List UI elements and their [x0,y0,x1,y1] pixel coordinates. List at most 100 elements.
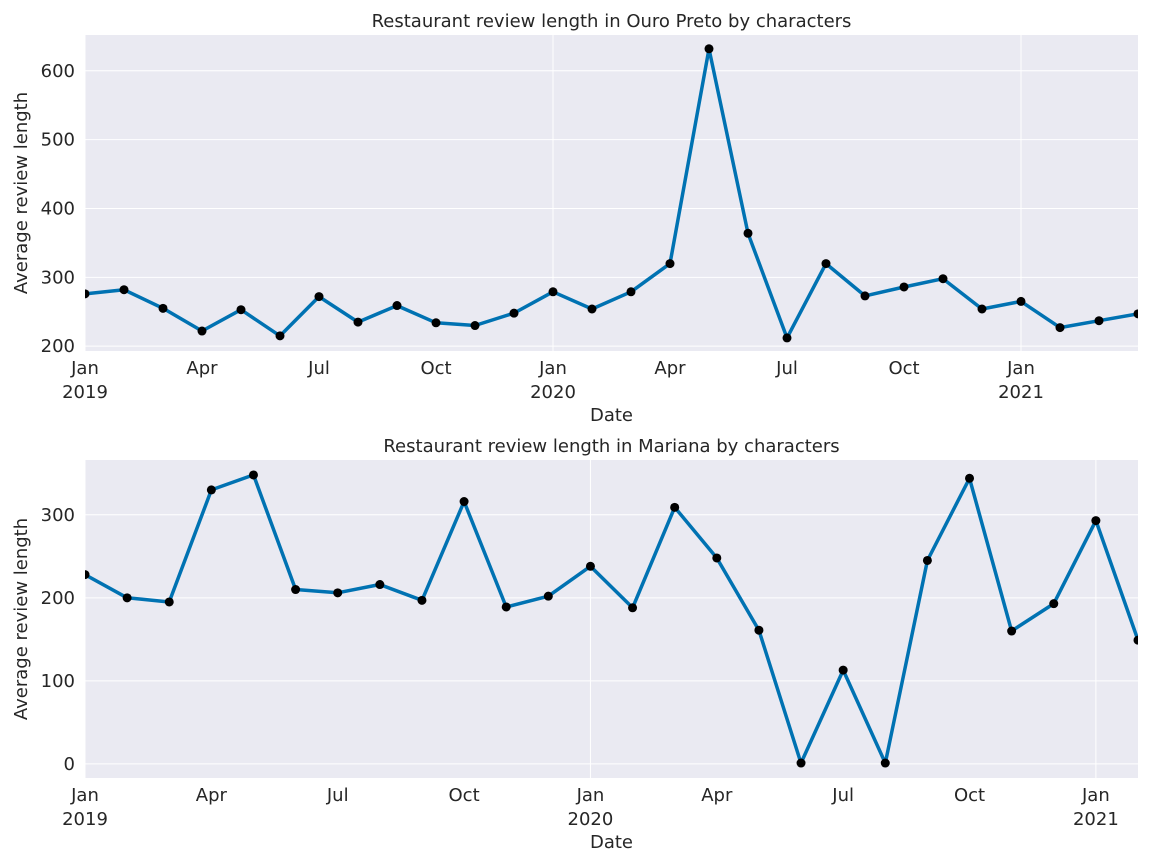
chart-2-point-22 [1007,626,1017,636]
chart-2-point-13 [628,603,638,613]
chart-1-point-16 [704,44,714,54]
chart-1-point-8 [392,301,402,311]
chart-1-series-line [85,47,1138,340]
chart-2-point-4 [248,470,258,480]
chart-2-point-20 [922,555,932,565]
chart-2-plot-area [85,460,1138,778]
chart-1-ylabel: Average review length [11,92,32,294]
chart-1-point-4 [236,305,246,315]
chart-2-point-5 [291,585,301,595]
chart-2-xtick-label-4: Jan [576,785,605,806]
chart-1-point-7 [353,317,363,327]
chart-2-ytick-label-0: 0 [64,754,75,775]
chart-2-xtick-label-8: Jan [1081,785,1110,806]
chart-1-point-15 [665,259,675,269]
chart-1-ytick-label-1: 300 [41,267,75,288]
chart-1-point-2 [158,303,168,313]
chart-1-point-17 [743,228,753,238]
chart-2-series-group [85,470,1138,768]
chart-2-point-23 [1049,599,1059,609]
chart-2-ytick-label-3: 300 [41,505,75,526]
chart-1-xlabel: Date [590,405,633,426]
chart-2-xtick-label-7: Oct [954,785,985,806]
chart-2-point-14 [670,502,680,512]
chart-1-point-1 [119,285,129,295]
chart-1-title: Restaurant review length in Ouro Preto b… [372,11,852,32]
chart-2-point-2 [164,597,174,607]
chart-1-xtick-label-8: Jan [1006,358,1035,379]
chart-2-point-1 [122,593,132,603]
chart-2-xtick-year-4: 2020 [568,809,614,830]
chart-1-point-23 [977,304,987,314]
chart-2-point-16 [754,625,764,635]
chart-1: 200 300 400 500 600 Jan 2019 Apr Jul Oct Jan 2020 Ap… [11,11,1138,426]
chart-1-point-11 [509,308,519,318]
chart-2-point-6 [333,588,343,598]
chart-2-xtick-label-2: Jul [326,785,349,806]
chart-2-ytick-label-2: 200 [41,588,75,609]
chart-2-xtick-label-5: Apr [701,785,733,806]
chart-1-point-12 [548,287,558,297]
chart-2-xtick-year-8: 2021 [1073,809,1119,830]
chart-1-point-3 [197,326,207,336]
chart-1-point-5 [275,331,285,341]
chart-2-point-8 [417,595,427,605]
chart-2-point-18 [838,665,848,675]
chart-1-point-6 [314,292,324,302]
chart-2-ylabel: Average review length [11,518,32,720]
chart-2-point-17 [796,758,806,768]
chart-1-point-22 [938,274,948,284]
chart-2-point-19 [880,758,890,768]
chart-2-point-0 [85,570,90,580]
chart-1-point-24 [1016,296,1026,306]
chart-1-point-26 [1094,316,1104,326]
chart-1-xtick-year-8: 2021 [998,382,1044,403]
chart-1-ytick-label-2: 400 [41,198,75,219]
chart-2: 0 100 200 300 Jan 2019 Apr Jul Oct Jan 2020 Apr Jul O… [11,436,1138,853]
chart-1-point-19 [821,259,831,269]
chart-1-xtick-label-4: Jan [538,358,567,379]
chart-1-xtick-label-2: Jul [307,358,330,379]
chart-1-ytick-label-4: 600 [41,61,75,82]
chart-1-xtick-year-4: 2020 [530,382,576,403]
chart-1-point-21 [899,282,909,292]
chart-1-xtick-label-3: Oct [420,358,451,379]
chart-1-point-27 [1133,309,1138,319]
chart-2-point-10 [501,602,511,612]
chart-1-point-25 [1055,323,1065,333]
chart-1-xtick-label-6: Jul [775,358,798,379]
chart-1-plot-area [85,35,1138,351]
chart-2-series-line [85,473,1138,765]
chart-2-point-3 [206,485,216,495]
chart-2-point-21 [965,473,975,483]
chart-2-xtick-year-0: 2019 [62,809,108,830]
chart-2-xtick-label-0: Jan [70,785,99,806]
chart-1-point-18 [782,333,792,343]
chart-1-point-14 [626,287,636,297]
chart-1-xtick-label-1: Apr [186,358,218,379]
chart-2-point-15 [712,553,722,563]
chart-1-point-20 [860,291,870,301]
chart-1-point-9 [431,318,441,328]
chart-1-xtick-label-7: Oct [888,358,919,379]
chart-2-xtick-label-3: Oct [449,785,480,806]
chart-2-ytick-label-1: 100 [41,671,75,692]
chart-1-xtick-label-0: Jan [70,358,99,379]
chart-2-point-25 [1133,635,1138,645]
chart-2-xtick-label-1: Apr [196,785,228,806]
chart-2-point-9 [459,497,469,507]
chart-1-ytick-label-3: 500 [41,130,75,151]
chart-1-point-0 [85,289,90,299]
chart-1-point-10 [470,321,480,331]
chart-2-xtick-label-6: Jul [831,785,854,806]
chart-1-xtick-year-0: 2019 [62,382,108,403]
chart-1-ytick-label-0: 200 [41,336,75,357]
chart-1-series-group [85,44,1138,343]
chart-1-xtick-label-5: Apr [654,358,686,379]
chart-2-point-12 [585,561,595,571]
chart-2-point-11 [543,591,553,601]
chart-2-point-24 [1091,516,1101,526]
chart-1-point-13 [587,304,597,314]
